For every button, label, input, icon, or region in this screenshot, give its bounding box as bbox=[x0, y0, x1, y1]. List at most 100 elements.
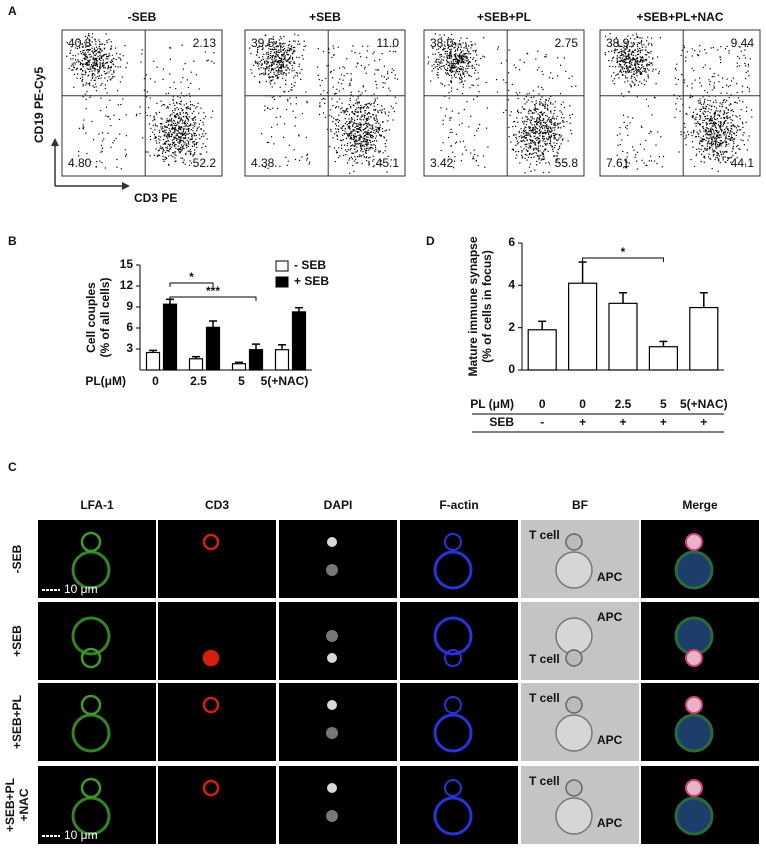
dot bbox=[338, 106, 339, 107]
dot bbox=[535, 131, 536, 132]
dot bbox=[369, 157, 370, 158]
dot bbox=[329, 115, 330, 116]
dot bbox=[537, 117, 538, 118]
dot bbox=[727, 129, 728, 130]
dot bbox=[645, 59, 646, 60]
dot bbox=[536, 148, 537, 149]
dot bbox=[363, 138, 364, 139]
dot bbox=[714, 113, 715, 114]
dot bbox=[551, 124, 552, 125]
dot bbox=[462, 71, 463, 72]
dot bbox=[166, 141, 167, 142]
dot bbox=[551, 120, 552, 121]
dot bbox=[470, 41, 471, 42]
dot bbox=[713, 143, 714, 144]
dot bbox=[394, 111, 395, 112]
dot bbox=[541, 111, 542, 112]
dot bbox=[184, 123, 185, 124]
dot bbox=[180, 112, 181, 113]
panel-label: B bbox=[8, 234, 17, 248]
dot bbox=[177, 113, 178, 114]
dot bbox=[340, 108, 341, 109]
dot bbox=[556, 134, 557, 135]
dot bbox=[457, 62, 458, 63]
dot bbox=[360, 56, 361, 57]
dot bbox=[543, 139, 544, 140]
dot bbox=[96, 161, 97, 162]
dot bbox=[741, 139, 742, 140]
dot bbox=[454, 59, 455, 60]
dot bbox=[710, 129, 711, 130]
dot bbox=[338, 147, 339, 148]
dot bbox=[87, 65, 88, 66]
dot bbox=[166, 150, 167, 151]
dot bbox=[292, 58, 293, 59]
dot bbox=[531, 124, 532, 125]
dot bbox=[378, 69, 379, 70]
dot bbox=[633, 42, 634, 43]
dot bbox=[710, 100, 711, 101]
dot bbox=[547, 105, 548, 106]
dot bbox=[640, 144, 641, 145]
dot bbox=[156, 143, 157, 144]
dot bbox=[290, 89, 291, 90]
dot bbox=[86, 99, 87, 100]
dot bbox=[355, 133, 356, 134]
dot bbox=[613, 57, 614, 58]
dot bbox=[155, 112, 156, 113]
dot bbox=[484, 56, 485, 57]
dot bbox=[651, 63, 652, 64]
dot bbox=[250, 53, 251, 54]
dot bbox=[699, 82, 700, 83]
dot bbox=[724, 152, 725, 153]
dot bbox=[725, 48, 726, 49]
dot bbox=[720, 126, 721, 127]
dot bbox=[476, 130, 477, 131]
dot bbox=[285, 73, 286, 74]
dot bbox=[524, 131, 525, 132]
dot bbox=[356, 136, 357, 137]
dot bbox=[693, 112, 694, 113]
dot bbox=[720, 110, 721, 111]
dot bbox=[619, 64, 620, 65]
dot bbox=[513, 150, 514, 151]
dot bbox=[542, 128, 543, 129]
dot bbox=[378, 151, 379, 152]
dot bbox=[530, 171, 531, 172]
dot bbox=[106, 107, 107, 108]
dot bbox=[357, 129, 358, 130]
dot bbox=[213, 62, 214, 63]
dot bbox=[730, 130, 731, 131]
dot bbox=[632, 69, 633, 70]
quadrant-value: 52.2 bbox=[193, 156, 217, 170]
dot bbox=[545, 162, 546, 163]
dot bbox=[356, 151, 357, 152]
dot bbox=[709, 84, 710, 85]
dot bbox=[292, 68, 293, 69]
dot bbox=[294, 70, 295, 71]
dot bbox=[554, 129, 555, 130]
dot bbox=[274, 52, 275, 53]
dot bbox=[521, 155, 522, 156]
dot bbox=[375, 123, 376, 124]
dot bbox=[471, 45, 472, 46]
dot bbox=[385, 143, 386, 144]
dot bbox=[555, 125, 556, 126]
dot bbox=[642, 50, 643, 51]
dot bbox=[531, 120, 532, 121]
dot bbox=[293, 51, 294, 52]
quadrant-value: 7.61 bbox=[606, 156, 630, 170]
dot bbox=[635, 60, 636, 61]
dot bbox=[646, 66, 647, 67]
dot bbox=[537, 109, 538, 110]
dot bbox=[635, 63, 636, 64]
dot bbox=[268, 54, 269, 55]
dot bbox=[372, 114, 373, 115]
dot bbox=[382, 122, 383, 123]
dot bbox=[715, 119, 716, 120]
dot bbox=[674, 117, 675, 118]
dot bbox=[624, 55, 625, 56]
dot bbox=[469, 87, 470, 88]
dot bbox=[623, 55, 624, 56]
dot bbox=[437, 64, 438, 65]
